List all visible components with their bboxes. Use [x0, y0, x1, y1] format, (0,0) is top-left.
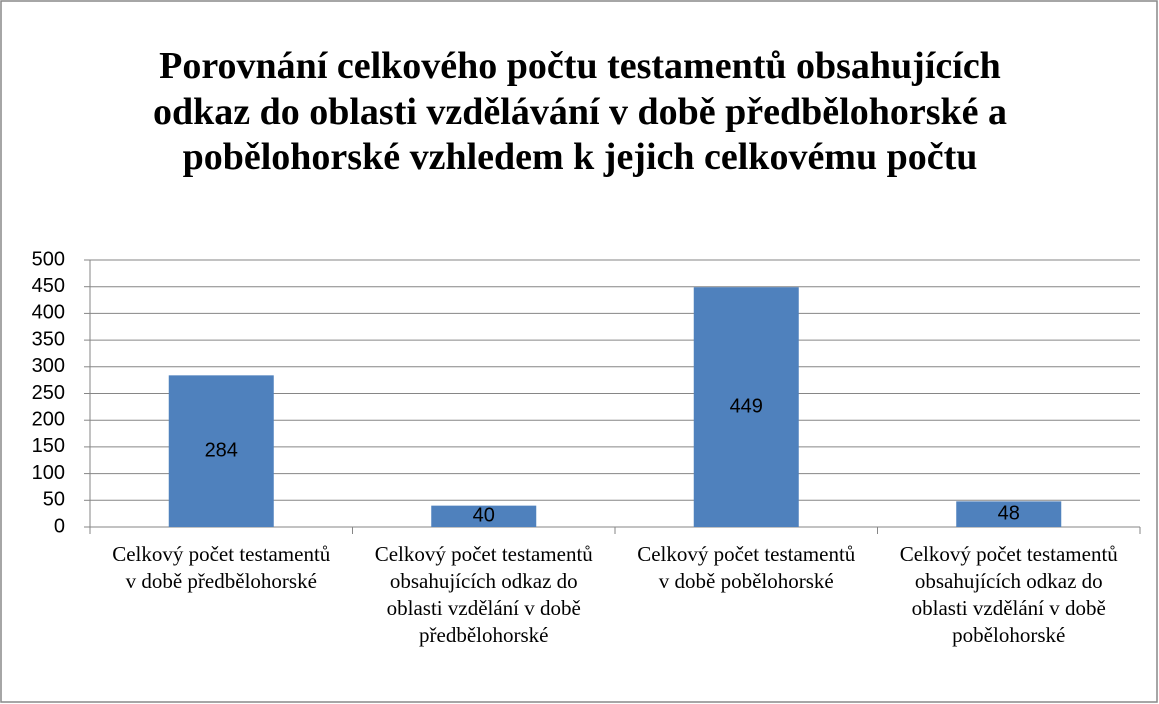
x-tick-label: Celkový počet testamentů v době poběloho…	[637, 542, 856, 593]
data-label: 48	[998, 502, 1020, 524]
data-label: 284	[205, 439, 238, 461]
bar	[693, 287, 799, 527]
data-label: 40	[473, 505, 495, 527]
y-tick-label: 500	[32, 248, 65, 270]
y-tick-label: 0	[54, 515, 65, 537]
y-tick-label: 50	[43, 489, 65, 511]
x-tick-label: Celkový počet testamentů v době předbělo…	[112, 542, 331, 593]
data-label: 449	[730, 395, 763, 417]
y-tick-label: 350	[32, 328, 65, 350]
x-tick-label: Celkový počet testamentů obsahujících od…	[374, 542, 593, 647]
y-tick-label: 300	[32, 355, 65, 377]
y-tick-label: 150	[32, 435, 65, 457]
y-tick-label: 250	[32, 382, 65, 404]
y-tick-label: 200	[32, 408, 65, 430]
y-tick-label: 450	[32, 275, 65, 297]
x-tick-label: Celkový počet testamentů obsahujících od…	[899, 542, 1118, 647]
chart-title: Porovnání celkového počtu testamentů obs…	[152, 45, 1008, 178]
y-tick-label: 100	[32, 462, 65, 484]
bar	[168, 375, 274, 527]
bar	[956, 501, 1062, 527]
y-tick-label: 400	[32, 302, 65, 324]
bar	[431, 505, 537, 527]
